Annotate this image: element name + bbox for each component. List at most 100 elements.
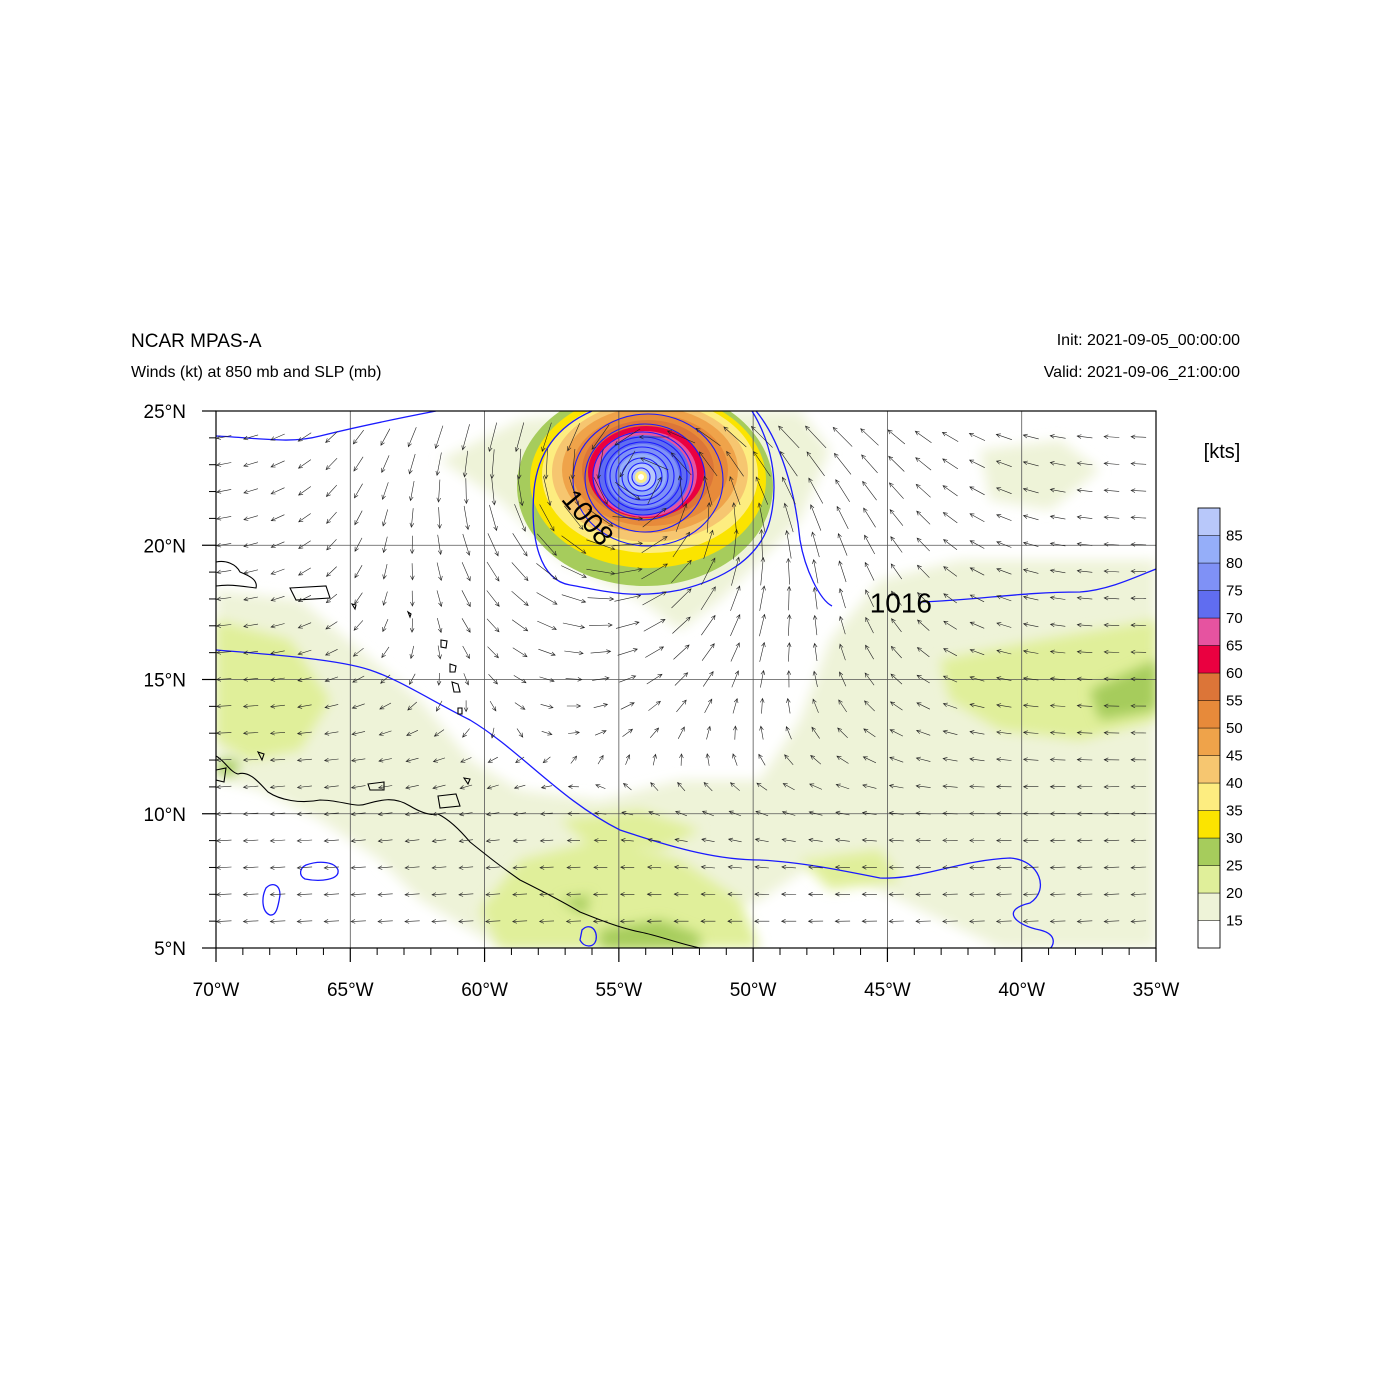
wind-arrow (1103, 649, 1120, 655)
wind-arrow (861, 865, 877, 870)
wind-arrow (942, 512, 958, 524)
wind-arrow (968, 433, 986, 441)
lon-tick-label: 70°W (193, 980, 240, 1001)
wind-arrow (437, 534, 443, 556)
wind-arrow (570, 448, 576, 480)
colorbar-swatch (1197, 645, 1221, 674)
wind-arrow (650, 782, 659, 791)
wind-arrow (436, 672, 442, 686)
wind-arrow (1022, 649, 1039, 654)
wind-arrow (324, 731, 339, 736)
wind-arrow (431, 811, 446, 817)
wind-arrow (270, 514, 285, 522)
wind-arrow (242, 838, 259, 843)
wind-arrow (727, 891, 743, 897)
wind-arrow (996, 514, 1012, 521)
wind-arrow (567, 784, 579, 789)
wind-arrow (216, 516, 232, 521)
wind-arrow (1049, 811, 1066, 816)
wind-arrow (352, 429, 364, 445)
wind-arrow (378, 730, 392, 736)
wind-arrow (915, 892, 931, 897)
wind-arrow (536, 533, 557, 556)
wind-arrow (270, 460, 285, 468)
wind-arrow (353, 620, 364, 631)
wind-arrow (298, 540, 311, 549)
wind-arrow (434, 425, 444, 449)
wind-arrow (353, 456, 364, 472)
wind-arrow (890, 536, 903, 553)
wind-arrow (809, 783, 823, 790)
wind-arrow (407, 427, 417, 448)
wind-arrow (350, 865, 366, 870)
wind-arrow (787, 614, 792, 636)
wind-arrow (566, 703, 582, 709)
wind-arrow (1103, 515, 1120, 520)
wind-arrow (323, 892, 340, 897)
wind-arrow (243, 650, 259, 655)
wind-arrow (351, 731, 366, 736)
wind-arrow (1130, 596, 1147, 601)
wind-arrow (296, 892, 313, 897)
wind-arrow (517, 475, 524, 507)
wind-arrow (562, 622, 586, 629)
wind-arrow (586, 539, 616, 551)
wind-arrow (1049, 541, 1066, 547)
wind-arrow (888, 838, 904, 843)
wind-arrow (458, 811, 473, 817)
wind-arrow (942, 702, 958, 709)
wind-arrow (269, 811, 286, 817)
wind-arrow (865, 589, 874, 608)
wind-arrow (996, 568, 1012, 575)
wind-arrow (431, 865, 447, 870)
wind-arrow (409, 535, 415, 555)
wind-arrow (243, 542, 258, 548)
wind-arrow (462, 728, 470, 738)
wind-arrow (431, 838, 447, 844)
colorbar-label: 40 (1226, 775, 1243, 792)
wind-arrow (754, 864, 769, 870)
wind-arrow (731, 670, 739, 688)
wind-arrow (269, 784, 286, 790)
wind-arrow (887, 429, 906, 445)
wind-arrow (565, 677, 583, 682)
wind-arrow (1103, 892, 1120, 897)
wind-arrow (781, 892, 797, 897)
wind-arrow (860, 428, 879, 446)
wind-arrow (1076, 676, 1093, 682)
wind-arrow (647, 837, 661, 843)
wind-arrow (409, 673, 416, 686)
wind-arrow (460, 757, 472, 763)
wind-arrow (381, 455, 390, 474)
wind-arrow (1130, 838, 1147, 843)
wind-arrow (1076, 811, 1093, 816)
wind-arrow (462, 450, 468, 478)
wind-arrow (593, 477, 608, 505)
wind-arrow (269, 730, 286, 736)
wind-arrow (834, 865, 850, 870)
wind-arrow (1130, 434, 1147, 440)
wind-arrow (890, 673, 903, 685)
wind-arrow (354, 483, 363, 499)
wind-arrow (731, 556, 740, 586)
wind-arrow (942, 485, 958, 497)
wind-arrow (780, 451, 798, 477)
wind-arrow (995, 460, 1012, 467)
wind-arrow (351, 758, 366, 763)
wind-arrow (409, 508, 415, 528)
wind-arrow (1049, 595, 1066, 601)
wind-arrow (216, 435, 232, 440)
wind-arrow (458, 865, 474, 870)
wind-arrow (995, 892, 1012, 897)
wind-arrow (354, 537, 363, 552)
wind-arrow (1076, 892, 1093, 897)
wind-arrow (382, 564, 388, 580)
wind-arrow (513, 784, 526, 790)
wind-arrow (592, 919, 608, 924)
colorbar-label: 70 (1226, 610, 1243, 627)
wind-arrow (269, 892, 286, 897)
wind-arrow (514, 702, 526, 710)
wind-arrow (834, 892, 851, 897)
wind-arrow (864, 672, 875, 686)
wind-arrow (760, 556, 766, 586)
